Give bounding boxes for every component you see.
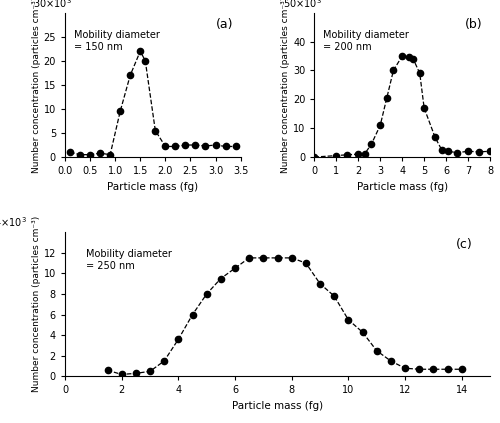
Text: (b): (b) (466, 19, 483, 31)
Y-axis label: Number concentration (particles cm⁻³): Number concentration (particles cm⁻³) (32, 0, 40, 173)
Y-axis label: Number concentration (particles cm⁻³): Number concentration (particles cm⁻³) (281, 0, 290, 173)
X-axis label: Particle mass (fg): Particle mass (fg) (107, 181, 198, 192)
Text: 50×10$^{3}$: 50×10$^{3}$ (283, 0, 322, 10)
Text: (c): (c) (456, 238, 473, 251)
Text: Mobility diameter
= 200 nm: Mobility diameter = 200 nm (323, 30, 409, 52)
Text: (a): (a) (216, 19, 234, 31)
Text: Mobility diameter
= 150 nm: Mobility diameter = 150 nm (74, 30, 160, 52)
Text: 14×10$^{3}$: 14×10$^{3}$ (0, 215, 28, 229)
Text: Mobility diameter
= 250 nm: Mobility diameter = 250 nm (86, 250, 172, 271)
Text: 30×10$^{3}$: 30×10$^{3}$ (34, 0, 72, 10)
X-axis label: Particle mass (fg): Particle mass (fg) (356, 181, 448, 192)
Y-axis label: Number concentration (particles cm⁻³): Number concentration (particles cm⁻³) (32, 216, 41, 393)
X-axis label: Particle mass (fg): Particle mass (fg) (232, 401, 323, 411)
